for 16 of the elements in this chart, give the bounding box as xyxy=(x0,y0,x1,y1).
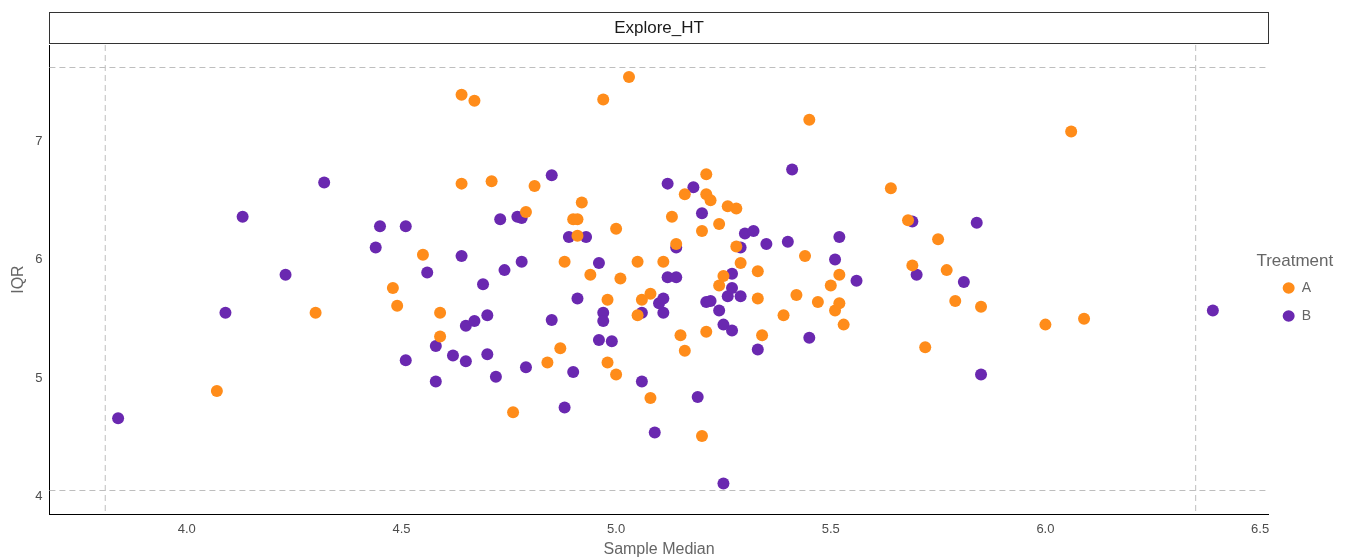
y-tick-label: 4 xyxy=(35,488,43,504)
y-tick-label: 6 xyxy=(35,251,43,267)
legend-label: A xyxy=(1301,278,1312,295)
x-tick-label: 5.5 xyxy=(821,520,840,536)
chart-title: Explore_HT xyxy=(49,12,1269,44)
x-axis-title: Sample Median xyxy=(603,539,715,557)
y-tick-label: 5 xyxy=(35,369,43,385)
x-tick-label: 6.0 xyxy=(1036,520,1055,536)
legend-label: B xyxy=(1301,306,1312,323)
x-tick-label: 5.0 xyxy=(607,520,626,536)
y-tick-label: 7 xyxy=(35,132,43,148)
legend-title: Treatment xyxy=(1256,251,1334,271)
x-tick-label: 6.5 xyxy=(1251,520,1270,536)
y-axis-title: IQR xyxy=(9,265,27,294)
x-tick-label: 4.5 xyxy=(392,520,411,536)
x-tick-label: 4.0 xyxy=(177,520,196,536)
